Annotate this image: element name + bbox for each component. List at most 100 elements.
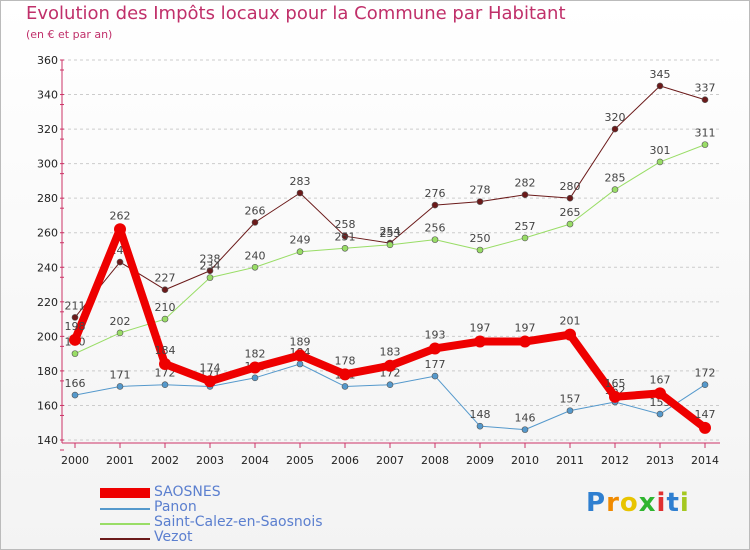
data-point <box>296 189 304 197</box>
chart-subtitle: (en € et par an) <box>26 28 113 41</box>
data-label: 265 <box>560 206 581 219</box>
x-tick-label: 2013 <box>646 454 674 467</box>
x-tick-label: 2005 <box>286 454 314 467</box>
legend-swatch <box>100 508 150 510</box>
data-point <box>701 381 709 389</box>
data-label: 249 <box>290 234 311 247</box>
data-point <box>206 274 214 281</box>
data-label: 197 <box>470 322 491 335</box>
data-point <box>566 194 574 202</box>
data-point <box>71 350 79 357</box>
x-tick-label: 2009 <box>466 454 494 467</box>
data-label: 210 <box>155 301 176 314</box>
data-label: 256 <box>425 222 446 235</box>
legend-label: Vezot <box>154 529 193 545</box>
x-tick-label: 2012 <box>601 454 629 467</box>
data-label: 166 <box>65 377 86 390</box>
data-point <box>654 387 666 400</box>
data-point <box>249 361 261 374</box>
data-label: 167 <box>650 373 671 386</box>
data-point <box>294 349 306 362</box>
data-label: 177 <box>425 358 446 371</box>
data-point <box>341 383 349 390</box>
data-label: 257 <box>515 220 536 233</box>
data-point <box>206 267 214 275</box>
data-label: 240 <box>245 249 266 262</box>
x-tick-label: 2007 <box>376 454 404 467</box>
y-tick-label: 140 <box>37 434 58 447</box>
y-tick-label: 160 <box>37 399 58 412</box>
data-label: 201 <box>560 315 581 328</box>
y-tick-label: 200 <box>37 330 58 343</box>
data-label: 254 <box>380 225 401 238</box>
y-tick-label: 340 <box>37 89 58 102</box>
data-point <box>161 286 169 294</box>
data-point <box>611 186 619 193</box>
chart-title: Evolution des Impôts locaux pour la Comm… <box>26 3 566 24</box>
data-point <box>114 223 126 236</box>
data-label: 165 <box>605 377 626 390</box>
data-point <box>701 96 709 104</box>
data-point <box>476 198 484 205</box>
data-point <box>116 258 124 266</box>
y-tick-label: 180 <box>37 365 58 378</box>
legend-swatch <box>100 488 150 498</box>
x-tick-label: 2000 <box>61 454 89 467</box>
data-label: 311 <box>695 127 716 140</box>
y-tick-label: 280 <box>37 192 58 205</box>
data-point <box>474 335 486 348</box>
y-tick-label: 240 <box>37 261 58 274</box>
data-label: 283 <box>290 175 311 188</box>
data-point <box>116 329 124 337</box>
data-label: 234 <box>200 260 221 273</box>
data-label: 148 <box>470 408 491 421</box>
data-point <box>69 333 81 346</box>
data-label: 147 <box>695 408 716 421</box>
data-point <box>476 422 484 430</box>
legend-label: SAOSNES <box>154 484 221 500</box>
data-label: 172 <box>695 367 716 380</box>
data-point <box>429 342 441 355</box>
data-label: 276 <box>425 187 446 200</box>
data-point <box>521 234 529 242</box>
data-label: 253 <box>380 227 401 240</box>
data-point <box>384 359 396 372</box>
legend-swatch <box>100 538 150 540</box>
data-label: 202 <box>110 315 131 328</box>
x-tick-label: 2010 <box>511 454 539 467</box>
data-point <box>341 244 349 252</box>
data-point <box>71 314 79 321</box>
data-point <box>656 158 664 166</box>
data-label: 278 <box>470 184 491 197</box>
data-point <box>386 241 394 249</box>
data-point <box>161 315 169 323</box>
legend-swatch <box>100 523 150 525</box>
x-tick-label: 2002 <box>151 454 179 467</box>
data-point <box>204 375 216 388</box>
data-label: 280 <box>560 180 581 193</box>
data-label: 157 <box>560 393 581 406</box>
data-point <box>611 125 619 133</box>
x-tick-label: 2006 <box>331 454 359 467</box>
x-tick-label: 2014 <box>691 454 719 467</box>
data-point <box>564 328 576 341</box>
x-tick-label: 2004 <box>241 454 269 467</box>
data-point <box>699 421 711 434</box>
legend-label: Saint-Calez-en-Saosnois <box>154 514 323 530</box>
data-point <box>251 374 259 382</box>
data-label: 238 <box>200 253 221 266</box>
data-label: 282 <box>515 177 536 190</box>
data-label: 285 <box>605 172 626 185</box>
data-label: 320 <box>605 111 626 124</box>
data-label: 146 <box>515 412 536 425</box>
data-point <box>251 263 259 271</box>
y-tick-label: 360 <box>37 54 58 67</box>
data-point <box>116 383 124 390</box>
data-point <box>159 358 171 370</box>
data-point <box>566 220 574 228</box>
data-point <box>609 390 621 403</box>
data-point <box>71 391 79 399</box>
data-point <box>519 335 531 348</box>
data-label: 189 <box>290 335 311 348</box>
